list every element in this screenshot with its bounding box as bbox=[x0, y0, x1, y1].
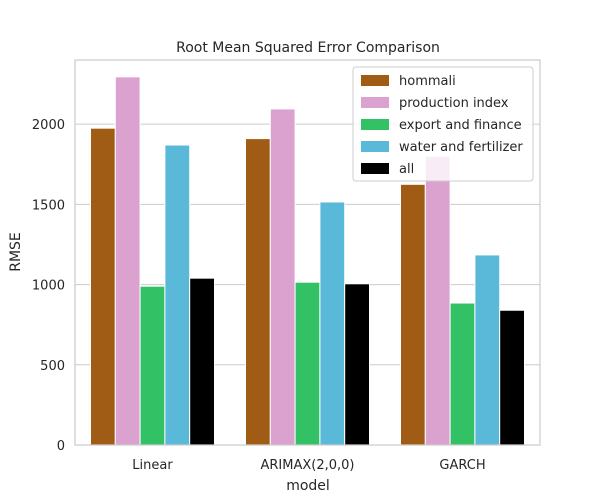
bar-all-2 bbox=[344, 283, 371, 446]
y-tick-label: 1000 bbox=[32, 279, 65, 294]
y-tick-labels: 0 500 1000 1500 2000 bbox=[32, 118, 65, 454]
legend-swatch bbox=[361, 97, 389, 108]
y-axis-label: RMSE bbox=[8, 232, 24, 272]
legend-label: hommali bbox=[399, 74, 456, 89]
x-tick-label: GARCH bbox=[439, 458, 485, 473]
bar-export-and-finance-1 bbox=[139, 285, 166, 446]
bar-all-3 bbox=[499, 309, 526, 446]
plot-border bbox=[74, 59, 541, 446]
chart-title: Root Mean Squared Error Comparison bbox=[176, 40, 440, 56]
x-axis-label: model bbox=[286, 478, 330, 494]
legend-swatch bbox=[361, 75, 389, 86]
bar-export-and-finance-3 bbox=[449, 302, 476, 446]
legend: hommali production index export and financ… bbox=[352, 66, 534, 182]
y-tick-label: 500 bbox=[40, 359, 65, 374]
y-tick-label: 2000 bbox=[32, 118, 65, 133]
bar-production-index-1 bbox=[114, 76, 141, 446]
legend-label: export and finance bbox=[399, 118, 522, 133]
bar-water-and-fertilizer-1 bbox=[164, 144, 191, 446]
plot-frame bbox=[74, 59, 541, 446]
bar-production-index-2 bbox=[269, 108, 296, 446]
bar-all-1 bbox=[189, 277, 215, 446]
bar-hommali-1 bbox=[90, 127, 116, 446]
legend-swatch bbox=[361, 119, 389, 130]
x-tick-labels: Linear ARIMAX(2,0,0) GARCH bbox=[132, 458, 485, 473]
bar-water-and-fertilizer-2 bbox=[319, 201, 346, 446]
legend-swatch bbox=[361, 141, 389, 152]
y-tick-label: 0 bbox=[57, 439, 65, 454]
bar-hommali-3 bbox=[400, 183, 426, 446]
bar-hommali-2 bbox=[245, 138, 271, 446]
legend-label: production index bbox=[399, 96, 509, 111]
bars-layer bbox=[90, 76, 526, 446]
legend-swatch bbox=[361, 163, 389, 174]
bar-water-and-fertilizer-3 bbox=[474, 254, 501, 446]
legend-label: all bbox=[399, 162, 414, 177]
x-tick-label: Linear bbox=[132, 458, 173, 473]
y-tick-label: 1500 bbox=[32, 198, 65, 213]
legend-box bbox=[352, 66, 534, 182]
bar-production-index-3 bbox=[424, 155, 451, 446]
bar-export-and-finance-2 bbox=[294, 281, 321, 446]
legend-label: water and fertilizer bbox=[399, 140, 523, 155]
x-tick-label: ARIMAX(2,0,0) bbox=[261, 458, 355, 473]
